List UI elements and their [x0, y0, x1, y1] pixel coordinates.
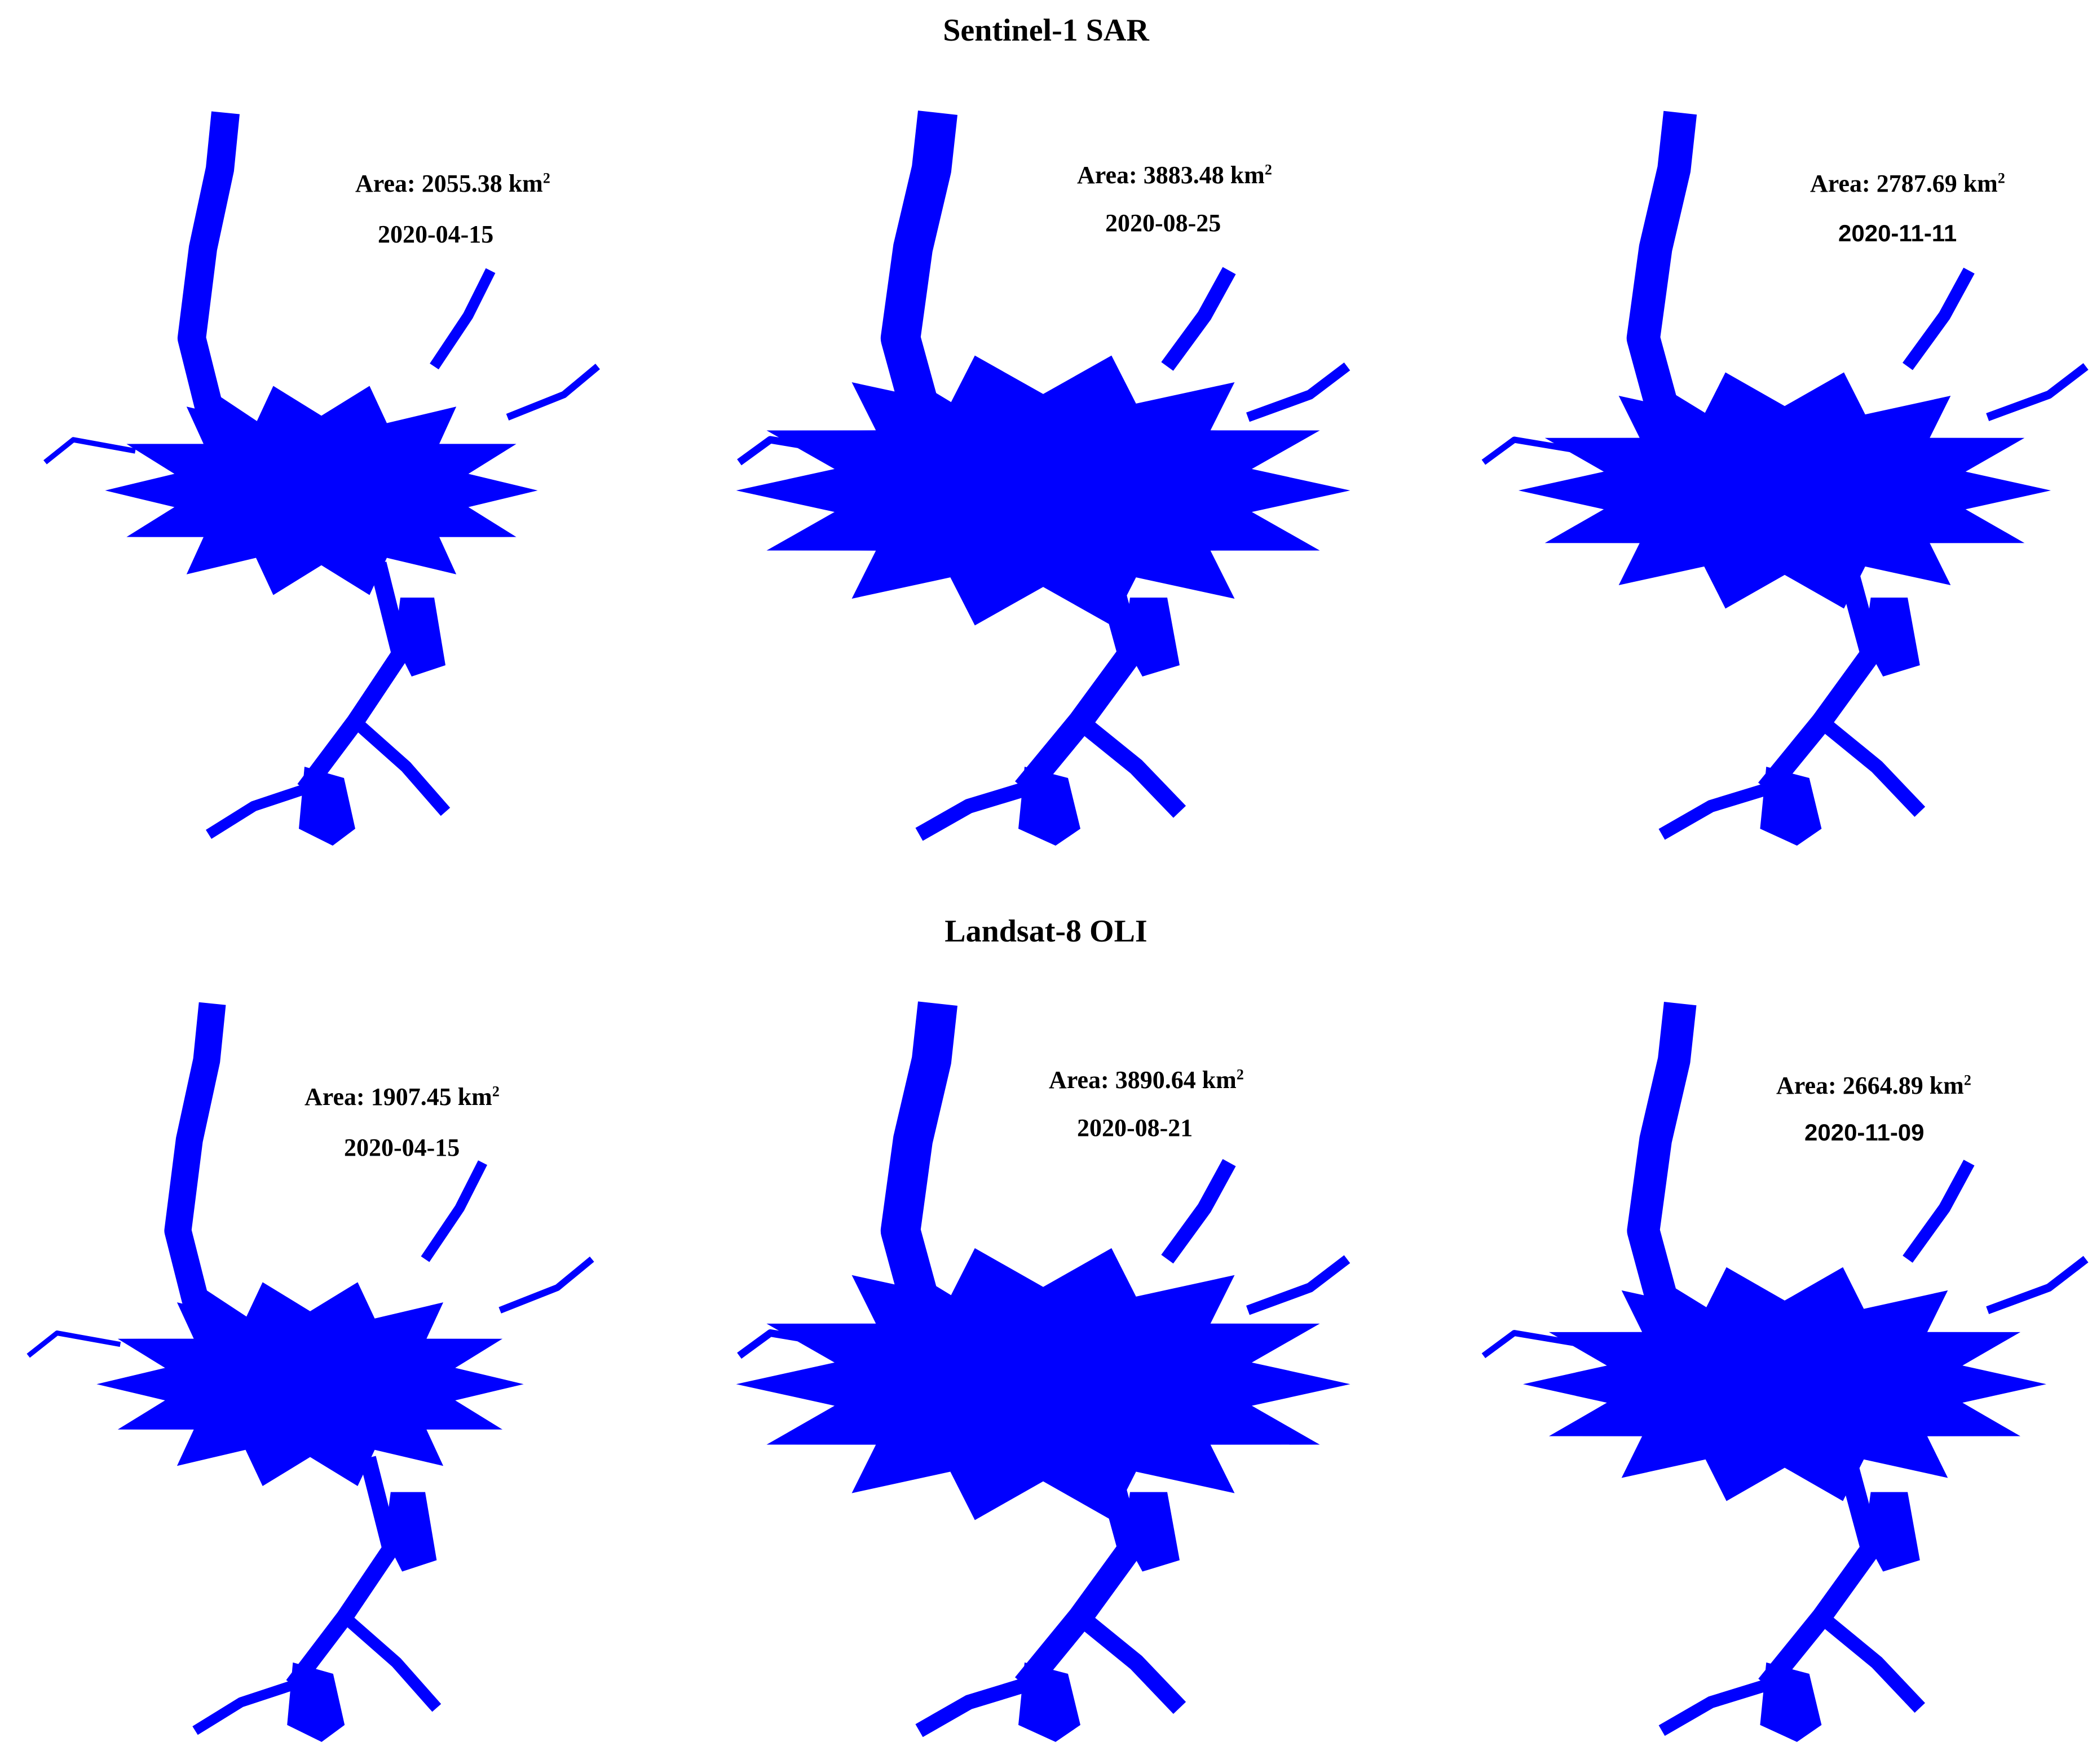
date-label: 2020-04-15 — [378, 220, 494, 248]
water-extent-map — [27, 1002, 594, 1742]
southeast-arm — [1817, 1611, 1925, 1713]
water-extent-map — [736, 110, 1350, 846]
south-channel — [1015, 560, 1142, 798]
south-channel — [297, 562, 409, 795]
northeast-arm — [430, 268, 496, 370]
water-extent-map — [736, 1001, 1350, 1742]
area-label: Area: 2787.69 km2 — [1810, 170, 2005, 197]
water-extent-map — [1481, 110, 2089, 846]
east-arm — [1246, 362, 1350, 422]
southeast-arm — [341, 1612, 442, 1712]
southwest-arm — [915, 782, 1027, 841]
south-lobe — [1018, 767, 1080, 846]
south-lobe — [1760, 767, 1822, 846]
map-panel-s1-2020-04-15: Area: 2055.38 km2 2020-04-15 — [39, 101, 603, 851]
central-basin — [1518, 372, 2051, 609]
southeast-arm — [351, 717, 451, 816]
map-panel-l8-2020-08-21: Area: 3890.64 km2 2020-08-21 — [733, 992, 1353, 1748]
south-lobe — [1018, 1662, 1080, 1742]
central-basin — [736, 1248, 1350, 1520]
north-arm — [164, 1002, 272, 1356]
west-channel — [737, 1329, 840, 1359]
northeast-arm — [421, 1160, 488, 1262]
map-panel-s1-2020-11-11: Area: 2787.69 km2 2020-11-11 — [1477, 101, 2092, 851]
southwest-arm — [206, 784, 306, 839]
map-panel-l8-2020-04-15: Area: 1907.45 km2 2020-04-15 — [23, 992, 598, 1748]
south-channel — [1758, 1455, 1881, 1692]
date-label: 2020-08-25 — [1105, 209, 1221, 237]
area-label: Area: 3890.64 km2 — [1049, 1066, 1244, 1094]
west-channel — [43, 437, 136, 465]
island-lake — [395, 598, 445, 677]
date-label: 2020-11-11 — [1838, 220, 1957, 246]
island-lake — [1124, 598, 1180, 677]
map-panel-s1-2020-08-25: Area: 3883.48 km2 2020-08-25 — [733, 101, 1353, 851]
map-panel-l8-2020-11-09: Area: 2664.89 km2 2020-11-09 — [1477, 992, 2092, 1748]
section-title-landsat: Landsat-8 OLI — [945, 914, 1147, 949]
date-label: 2020-11-09 — [1804, 1119, 1925, 1146]
island-lake — [1864, 598, 1920, 677]
south-channel — [1758, 561, 1882, 796]
west-channel — [737, 436, 840, 466]
island-lake — [385, 1492, 437, 1572]
east-arm — [1986, 363, 2089, 421]
southeast-arm — [1817, 715, 1926, 817]
date-label: 2020-04-15 — [344, 1134, 460, 1161]
water-extent-map — [43, 111, 601, 846]
southeast-arm — [1075, 715, 1186, 818]
southwest-arm — [1658, 783, 1768, 840]
east-arm — [498, 1256, 594, 1314]
northeast-arm — [1161, 267, 1236, 371]
south-lobe — [1760, 1662, 1822, 1742]
northeast-arm — [1903, 267, 1975, 370]
south-channel — [286, 1456, 399, 1691]
date-label: 2020-08-21 — [1077, 1114, 1193, 1142]
northeast-arm — [1903, 1160, 1975, 1263]
west-channel — [1481, 436, 1583, 465]
section-title-sentinel: Sentinel-1 SAR — [943, 13, 1149, 48]
southwest-arm — [915, 1678, 1027, 1738]
southwest-arm — [192, 1680, 295, 1735]
central-basin — [736, 355, 1350, 626]
area-label: Area: 1907.45 km2 — [304, 1083, 500, 1111]
east-arm — [1246, 1255, 1350, 1315]
south-lobe — [287, 1662, 345, 1742]
southeast-arm — [1075, 1610, 1186, 1714]
west-channel — [1481, 1330, 1583, 1359]
water-extent-map — [1481, 1002, 2089, 1742]
southwest-arm — [1658, 1679, 1768, 1736]
west-channel — [27, 1330, 121, 1358]
area-label: Area: 2055.38 km2 — [355, 170, 550, 197]
east-arm — [506, 364, 601, 421]
area-label: Area: 3883.48 km2 — [1077, 161, 1272, 189]
central-basin — [1522, 1267, 2047, 1501]
island-lake — [1864, 1492, 1920, 1572]
island-lake — [1124, 1492, 1180, 1572]
south-channel — [1014, 1454, 1142, 1694]
central-basin — [96, 1282, 524, 1487]
area-label: Area: 2664.89 km2 — [1776, 1072, 1971, 1099]
north-arm — [177, 111, 284, 463]
central-basin — [105, 386, 538, 595]
northeast-arm — [1161, 1159, 1236, 1264]
east-arm — [1986, 1255, 2089, 1314]
south-lobe — [299, 767, 355, 846]
